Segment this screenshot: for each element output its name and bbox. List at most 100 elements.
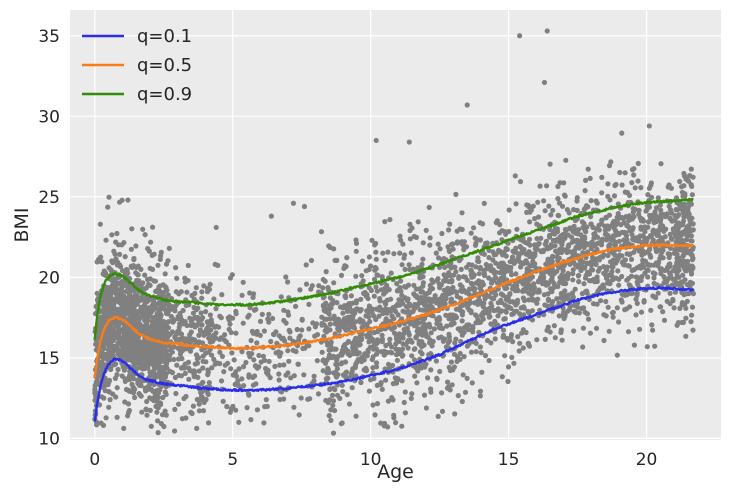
scatter-point <box>185 262 191 269</box>
scatter-point <box>290 347 296 353</box>
scatter-point <box>276 333 282 339</box>
scatter-point <box>411 282 417 288</box>
scatter-point <box>479 369 485 375</box>
scatter-point <box>139 343 145 349</box>
scatter-point <box>163 412 169 418</box>
scatter-point <box>575 231 581 237</box>
scatter-point <box>436 296 442 303</box>
scatter-point <box>264 403 270 409</box>
scatter-point <box>584 224 590 230</box>
scatter-point <box>183 415 189 421</box>
scatter-point <box>263 397 269 403</box>
scatter-point <box>409 391 415 397</box>
scatter-point <box>97 221 103 227</box>
scatter-point <box>228 366 234 372</box>
scatter-point <box>517 340 523 346</box>
scatter-point <box>524 266 530 272</box>
scatter-point <box>628 256 635 262</box>
scatter-point <box>420 274 426 280</box>
scatter-point <box>277 353 283 359</box>
scatter-point <box>674 270 680 276</box>
scatter-point <box>464 375 470 381</box>
scatter-point <box>208 317 214 323</box>
scatter-point <box>112 361 119 367</box>
scatter-point <box>119 343 125 349</box>
scatter-point <box>511 360 517 366</box>
scatter-point <box>122 378 128 384</box>
scatter-point <box>544 327 550 333</box>
scatter-point <box>145 305 151 311</box>
scatter-point <box>530 263 536 269</box>
scatter-point <box>314 332 321 338</box>
scatter-point <box>528 207 534 213</box>
scatter-point <box>469 380 475 386</box>
scatter-point <box>605 181 611 187</box>
scatter-point <box>449 277 455 283</box>
scatter-point <box>492 336 498 342</box>
scatter-point <box>630 236 636 242</box>
scatter-point <box>399 423 405 429</box>
scatter-point <box>534 236 540 242</box>
scatter-point <box>406 332 412 338</box>
scatter-point <box>437 368 443 375</box>
scatter-point <box>446 227 452 233</box>
scatter-point <box>439 390 445 396</box>
scatter-point <box>199 322 205 328</box>
scatter-point <box>591 276 597 283</box>
scatter-point <box>439 408 446 414</box>
scatter-point <box>506 228 512 235</box>
scatter-point <box>457 326 463 332</box>
scatter-point <box>559 203 566 209</box>
scatter-point <box>94 422 100 428</box>
scatter-point <box>163 321 170 327</box>
scatter-point <box>493 292 499 298</box>
scatter-point <box>573 244 579 251</box>
scatter-point <box>171 356 177 363</box>
scatter-point <box>495 313 501 319</box>
scatter-point <box>266 358 272 364</box>
scatter-point <box>598 298 604 304</box>
scatter-point <box>672 218 678 224</box>
scatter-point <box>497 230 503 236</box>
scatter-point <box>560 290 566 296</box>
scatter-point <box>571 328 577 334</box>
scatter-point <box>505 264 511 270</box>
scatter-point <box>518 305 524 311</box>
scatter-point <box>610 233 616 239</box>
scatter-point <box>117 251 123 257</box>
scatter-point <box>207 312 213 318</box>
scatter-point <box>327 321 333 327</box>
scatter-point <box>436 281 442 287</box>
scatter-point <box>155 405 161 411</box>
scatter-point <box>638 218 645 224</box>
scatter-point <box>546 203 552 209</box>
scatter-point <box>399 262 405 268</box>
scatter-point <box>324 340 330 346</box>
scatter-point <box>349 385 355 391</box>
scatter-point <box>648 307 654 313</box>
scatter-point <box>562 193 568 199</box>
scatter-point <box>345 338 352 345</box>
scatter-point <box>526 343 533 349</box>
scatter-point <box>385 398 391 404</box>
scatter-point <box>315 391 322 397</box>
scatter-point <box>538 235 544 241</box>
scatter-point <box>133 335 139 341</box>
scatter-point <box>560 280 566 287</box>
scatter-point <box>477 237 483 243</box>
scatter-point <box>518 264 524 270</box>
scatter-point <box>666 275 672 282</box>
scatter-point <box>452 411 458 417</box>
scatter-point <box>448 321 454 327</box>
scatter-point <box>587 175 593 181</box>
scatter-point <box>561 315 567 322</box>
scatter-point <box>270 315 276 322</box>
scatter-point <box>158 353 164 359</box>
scatter-point <box>321 307 327 313</box>
scatter-point <box>135 272 141 278</box>
scatter-point <box>534 337 540 343</box>
scatter-point <box>614 305 620 311</box>
scatter-point <box>359 258 366 264</box>
scatter-point <box>189 336 195 342</box>
scatter-point <box>209 352 215 358</box>
